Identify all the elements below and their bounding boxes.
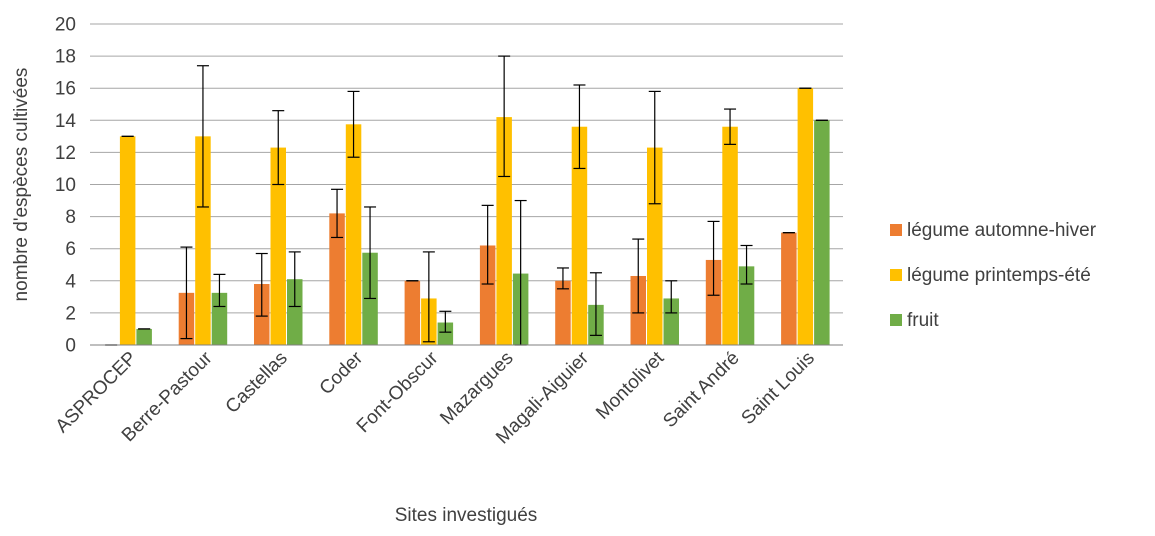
x-tick-label: Montolivet bbox=[592, 347, 669, 424]
bar-fruit-Berre-Pastour bbox=[211, 292, 228, 345]
x-tick-label: Mazargues bbox=[436, 348, 517, 429]
bar-légume-automne-hiver-Saint-André bbox=[705, 259, 722, 345]
y-tick-label: 4 bbox=[65, 271, 76, 292]
legend-swatch-fruit bbox=[890, 314, 902, 326]
y-tick-label: 10 bbox=[55, 175, 76, 196]
error-bar bbox=[707, 220, 720, 296]
legend-swatch-printemps-ete bbox=[890, 269, 902, 281]
error-bar bbox=[573, 84, 586, 170]
error-bar bbox=[347, 90, 360, 158]
x-tick-label: Castellas bbox=[222, 348, 292, 418]
x-axis-title: Sites investigués bbox=[395, 505, 538, 526]
y-tick-label: 8 bbox=[65, 207, 76, 228]
error-bar bbox=[648, 90, 661, 205]
bar-légume-automne-hiver-Coder bbox=[329, 213, 345, 345]
bar-légume-printemps-été-Coder bbox=[345, 124, 362, 345]
x-tick-label: Saint Louis bbox=[738, 348, 819, 429]
bar-légume-automne-hiver-Font-Obscur bbox=[404, 280, 421, 345]
x-tick-label: Saint André bbox=[659, 348, 743, 432]
bar-fruit-Font-Obscur bbox=[437, 322, 454, 345]
error-bar bbox=[272, 110, 285, 186]
y-axis-tick-labels: 0 2 4 6 8 10 12 14 16 18 20 bbox=[55, 15, 77, 357]
gridlines bbox=[90, 23, 843, 314]
error-bar bbox=[213, 273, 226, 308]
y-tick-label: 12 bbox=[55, 143, 76, 164]
error-bar bbox=[422, 251, 435, 343]
bar-légume-printemps-été-ASPROCEP bbox=[119, 136, 136, 345]
legend: légume automne-hiver légume printemps-ét… bbox=[890, 220, 1097, 331]
bar-légume-printemps-été-Magali-Aiguier bbox=[571, 126, 588, 345]
error-bar bbox=[439, 310, 452, 333]
error-bar bbox=[665, 280, 678, 314]
error-bar bbox=[331, 188, 344, 239]
legend-swatch-automne-hiver bbox=[890, 224, 902, 236]
legend-label-fruit: fruit bbox=[907, 310, 939, 331]
error-bar bbox=[632, 238, 645, 314]
error-bar bbox=[724, 108, 737, 145]
y-tick-label: 0 bbox=[65, 336, 76, 357]
bar-légume-printemps-été-Montolivet bbox=[647, 147, 663, 345]
legend-label-printemps-ete: légume printemps-été bbox=[907, 265, 1091, 286]
y-tick-label: 16 bbox=[55, 79, 76, 100]
bar-fruit-Castellas bbox=[287, 279, 303, 345]
bar-fruit-ASPROCEP bbox=[136, 328, 152, 345]
y-tick-label: 20 bbox=[55, 15, 76, 36]
legend-label-automne-hiver: légume automne-hiver bbox=[907, 220, 1097, 241]
bar-fruit-Saint-André bbox=[738, 266, 755, 345]
error-bar bbox=[364, 206, 377, 300]
bar-légume-automne-hiver-Saint-Louis bbox=[781, 232, 797, 345]
y-tick-label: 18 bbox=[55, 47, 76, 68]
error-bar bbox=[498, 55, 511, 178]
error-bar bbox=[255, 252, 268, 317]
bar-fruit-Montolivet bbox=[663, 298, 679, 345]
error-bar bbox=[740, 244, 753, 285]
y-tick-label: 2 bbox=[65, 303, 76, 324]
y-tick-label: 6 bbox=[65, 239, 76, 260]
bar-légume-automne-hiver-Mazargues bbox=[479, 245, 496, 345]
bar-légume-printemps-été-Berre-Pastour bbox=[195, 136, 211, 345]
y-tick-label: 14 bbox=[55, 111, 77, 132]
x-tick-label: Coder bbox=[316, 347, 368, 399]
error-bar bbox=[180, 246, 193, 340]
error-bar bbox=[288, 251, 301, 308]
error-bar bbox=[196, 65, 209, 208]
error-bar bbox=[481, 204, 494, 285]
bar-fruit-Saint-Louis bbox=[814, 120, 830, 345]
bar-légume-automne-hiver-Magali-Aiguier bbox=[555, 280, 571, 345]
x-tick-label: Font-Obscur bbox=[353, 347, 443, 437]
bars bbox=[119, 88, 830, 345]
y-axis-title: nombre d'espèces cultivées bbox=[11, 68, 32, 302]
error-bar bbox=[589, 272, 602, 336]
error-bar bbox=[556, 267, 569, 290]
bar-légume-printemps-été-Mazargues bbox=[496, 117, 512, 345]
bar-légume-printemps-été-Saint-André bbox=[722, 126, 738, 345]
bar-légume-printemps-été-Castellas bbox=[270, 147, 286, 345]
bar-légume-printemps-été-Saint-Louis bbox=[797, 88, 814, 345]
